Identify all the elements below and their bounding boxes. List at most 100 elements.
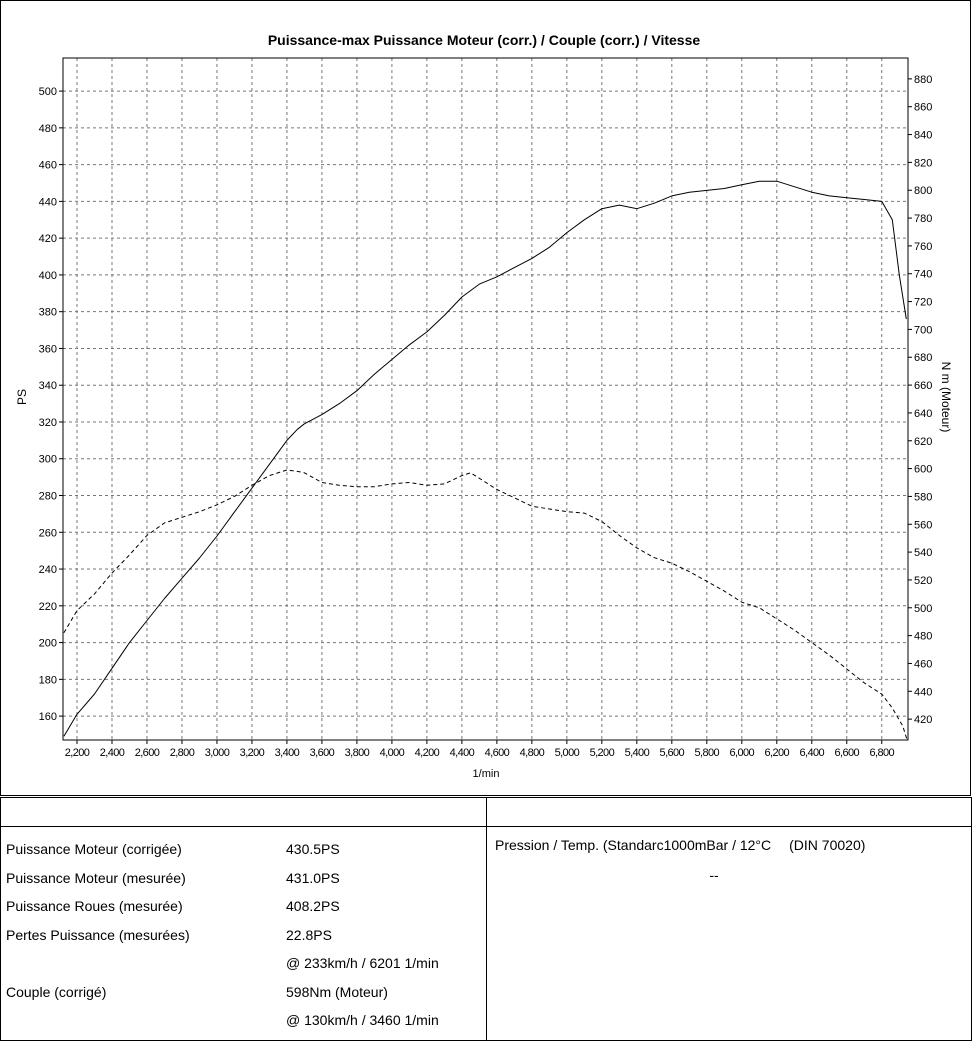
metric-row: Couple (corrigé) 598Nm (Moteur) bbox=[1, 978, 486, 1007]
y-left-tick-label: 160 bbox=[39, 711, 57, 723]
x-tick-label: 5,600 bbox=[660, 747, 685, 759]
chart-panel: 2,200 2,400 2,600 2,800 3,000 3,200 3,400 3,600… bbox=[0, 0, 971, 796]
metrics-cell: Puissance Moteur (corrigée) 430.5PS Puissa… bbox=[0, 826, 487, 1041]
y-left-tick-label: 220 bbox=[39, 601, 57, 613]
x-tick-label: 6,400 bbox=[800, 747, 825, 759]
y-right-tick-label: 800 bbox=[914, 185, 932, 197]
x-tick-label: 5,800 bbox=[695, 747, 720, 759]
y-left-tick-label: 380 bbox=[39, 307, 57, 319]
y-right-tick-label: 540 bbox=[914, 547, 932, 559]
y-right-tick-label: 780 bbox=[914, 213, 932, 225]
info-body-row: Puissance Moteur (corrigée) 430.5PS Puissa… bbox=[0, 826, 972, 1041]
x-tick-label: 6,000 bbox=[730, 747, 755, 759]
metrics-list: Puissance Moteur (corrigée) 430.5PS Puissa… bbox=[1, 835, 486, 1035]
y-right-tick-label: 740 bbox=[914, 269, 932, 281]
y-left-tick-label: 460 bbox=[39, 160, 57, 172]
x-tick-label: 3,400 bbox=[275, 747, 300, 759]
y-right-tick-label: 580 bbox=[914, 491, 932, 503]
metric-label: Couple (corrigé) bbox=[6, 983, 107, 1000]
x-tick-label: 5,400 bbox=[625, 747, 650, 759]
x-tick-label: 4,000 bbox=[380, 747, 405, 759]
x-tick-label: 4,600 bbox=[485, 747, 510, 759]
y-axis-left-label: PS bbox=[15, 389, 29, 405]
y-left-tick-label: 300 bbox=[39, 454, 57, 466]
chart-title: Puissance-max Puissance Moteur (corr.) /… bbox=[268, 32, 701, 48]
metric-value: @ 233km/h / 6201 1/min bbox=[286, 955, 439, 972]
x-tick-label: 6,600 bbox=[835, 747, 860, 759]
metric-value: 22.8PS bbox=[286, 926, 332, 943]
y-right-tick-label: 880 bbox=[914, 74, 932, 86]
y-right-tick-label: 840 bbox=[914, 130, 932, 142]
y-left-tick-label: 440 bbox=[39, 196, 57, 208]
x-tick-label: 6,200 bbox=[765, 747, 790, 759]
x-axis-label: 1/min bbox=[473, 768, 500, 780]
metric-label: Puissance Moteur (mesurée) bbox=[6, 869, 186, 886]
x-tick-label: 2,400 bbox=[100, 747, 125, 759]
x-tick-label: 3,000 bbox=[205, 747, 230, 759]
metric-value: 431.0PS bbox=[286, 869, 340, 886]
x-tick-label: 2,600 bbox=[135, 747, 160, 759]
x-tick-label: 4,800 bbox=[520, 747, 545, 759]
y-right-tick-label: 860 bbox=[914, 102, 932, 114]
metric-row: Puissance Moteur (mesurée) 431.0PS bbox=[1, 864, 486, 893]
metric-row: Puissance Roues (mesurée) 408.2PS bbox=[1, 892, 486, 921]
y-left-tick-label: 500 bbox=[39, 86, 57, 98]
metric-row: Puissance Moteur (corrigée) 430.5PS bbox=[1, 835, 486, 864]
x-tick-label: 4,400 bbox=[450, 747, 475, 759]
y-left-tick-label: 360 bbox=[39, 343, 57, 355]
y-left-tick-label: 280 bbox=[39, 491, 57, 503]
y-right-tick-label: 440 bbox=[914, 686, 932, 698]
y-left-tick-label: 340 bbox=[39, 380, 57, 392]
x-tick-label: 6,800 bbox=[869, 747, 894, 759]
y-right-tick-label: 480 bbox=[914, 631, 932, 643]
y-right-tick-label: 600 bbox=[914, 464, 932, 476]
y-axis-right-label: N m (Moteur) bbox=[939, 362, 953, 433]
metric-value: 408.2PS bbox=[286, 898, 340, 915]
info-table: Puissance Moteur (corrigée) 430.5PS Puissa… bbox=[0, 797, 972, 1041]
x-tick-label: 3,800 bbox=[345, 747, 370, 759]
conditions-value: -- bbox=[709, 867, 719, 883]
metric-value: 430.5PS bbox=[286, 841, 340, 858]
y-right-tick-label: 420 bbox=[914, 714, 932, 726]
conditions-line: Pression / Temp. (Standarc1000mBar / 12°… bbox=[487, 827, 971, 853]
metric-row: @ 233km/h / 6201 1/min bbox=[1, 949, 486, 978]
y-left-tick-label: 320 bbox=[39, 417, 57, 429]
x-tick-label: 5,200 bbox=[590, 747, 615, 759]
puissance-series-line bbox=[63, 180, 907, 737]
conditions-label: Pression / Temp. (Standarc1000mBar / 12°… bbox=[495, 837, 772, 853]
y-left-tick-label: 420 bbox=[39, 233, 57, 245]
metric-value: @ 130km/h / 3460 1/min bbox=[286, 1012, 439, 1029]
y-right-tick-label: 620 bbox=[914, 436, 932, 448]
y-right-tick-label: 560 bbox=[914, 519, 932, 531]
x-tick-label: 3,200 bbox=[240, 747, 265, 759]
y-right-tick-label: 500 bbox=[914, 603, 932, 615]
y-left-tick-label: 480 bbox=[39, 123, 57, 135]
y-right-tick-label: 820 bbox=[914, 157, 932, 169]
metric-label: Puissance Moteur (corrigée) bbox=[6, 841, 182, 858]
y-right-tick-label: 460 bbox=[914, 658, 932, 670]
y-left-tick-label: 400 bbox=[39, 270, 57, 282]
conditions-cell: Pression / Temp. (Standarc1000mBar / 12°… bbox=[486, 826, 972, 1041]
dyno-chart: 2,200 2,400 2,600 2,800 3,000 3,200 3,400 3,600… bbox=[0, 0, 971, 796]
y-right-tick-label: 640 bbox=[914, 408, 932, 420]
y-right-tick-label: 700 bbox=[914, 324, 932, 336]
y-left-tick-label: 240 bbox=[39, 564, 57, 576]
metric-label: Puissance Roues (mesurée) bbox=[6, 898, 183, 915]
info-header-right bbox=[486, 797, 972, 827]
couple-series-line bbox=[63, 469, 908, 741]
x-tick-label: 5,000 bbox=[555, 747, 580, 759]
info-header-left bbox=[0, 797, 487, 827]
metric-value: 598Nm (Moteur) bbox=[286, 983, 388, 1000]
metric-label: Pertes Puissance (mesurées) bbox=[6, 926, 190, 943]
y-right-tick-label: 660 bbox=[914, 380, 932, 392]
metric-row: Pertes Puissance (mesurées) 22.8PS bbox=[1, 921, 486, 950]
info-header-row bbox=[0, 797, 972, 827]
y-right-tick-label: 760 bbox=[914, 241, 932, 253]
y-right-tick-label: 720 bbox=[914, 297, 932, 309]
x-tick-label: 2,200 bbox=[65, 747, 90, 759]
x-tick-label: 2,800 bbox=[170, 747, 195, 759]
x-tick-label: 3,600 bbox=[310, 747, 335, 759]
conditions-norm: (DIN 70020) bbox=[789, 837, 866, 853]
y-right-tick-label: 680 bbox=[914, 352, 932, 364]
x-tick-label: 4,200 bbox=[415, 747, 440, 759]
